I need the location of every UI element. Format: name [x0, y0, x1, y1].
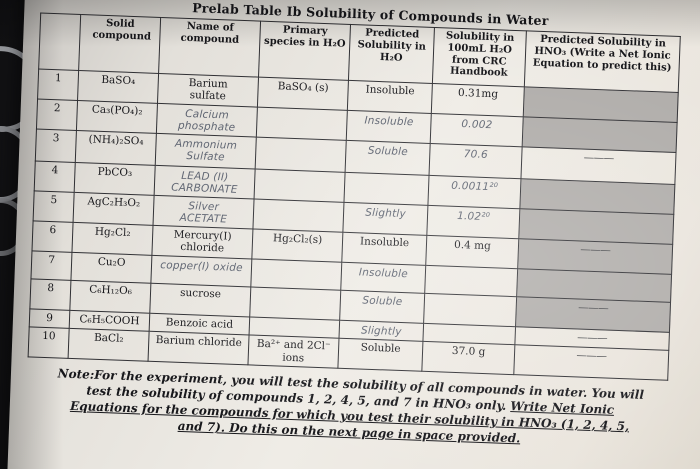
page-content: Prelab Table Ib Solubility of Compounds … — [25, 0, 688, 452]
crc-solubility-cell: 70.6 — [429, 143, 523, 179]
solid-compound-cell: Cu₂O — [70, 252, 152, 284]
crc-solubility-cell — [423, 293, 517, 328]
primary-species-cell — [255, 137, 347, 173]
solid-compound-cell: Hg₂Cl₂ — [71, 222, 153, 256]
column-header-species: Primary species in H₂O — [258, 21, 351, 81]
row-number-cell: 7 — [30, 251, 72, 281]
row-number-cell: 6 — [31, 221, 74, 253]
compound-name-cell: copper(I) oxide — [150, 255, 252, 288]
row-number-cell: 2 — [36, 99, 78, 131]
solid-compound-cell: BaCl₂ — [68, 328, 150, 361]
crc-solubility-cell: 1.02²⁰ — [426, 205, 520, 240]
compound-name-cell: Silver ACETATE — [152, 195, 255, 230]
primary-species-cell — [256, 107, 348, 141]
primary-species-cell — [249, 287, 341, 321]
primary-species-cell: Hg₂Cl₂(s) — [251, 229, 343, 263]
predicted-solubility-cell: Insoluble — [346, 110, 432, 144]
column-header-solid-compound: Solid compound — [78, 14, 161, 74]
predicted-solubility-cell: Slightly — [342, 202, 428, 236]
crc-solubility-cell: 0.002 — [430, 113, 524, 147]
row-number-cell: 10 — [28, 327, 70, 358]
row-number-cell: 8 — [29, 279, 71, 311]
paper-sheet: Prelab Table Ib Solubility of Compounds … — [5, 0, 700, 469]
solid-compound-cell: AgC₂H₃O₂ — [73, 192, 155, 226]
predicted-solubility-cell: Insoluble — [341, 232, 427, 266]
crc-solubility-cell: 0.0011²⁰ — [427, 175, 521, 210]
primary-species-cell: Ba²⁺ and 2Cl⁻ ions — [247, 335, 339, 368]
predicted-solubility-cell: Soluble — [339, 290, 425, 324]
row-number-cell: 4 — [34, 161, 76, 193]
column-header-name: Name of compound — [158, 17, 261, 78]
row-number-cell: 3 — [35, 129, 77, 163]
predicted-solubility-cell — [343, 172, 430, 206]
primary-species-cell — [252, 199, 344, 233]
solid-compound-cell: (NH₄)₂SO₄ — [75, 130, 157, 166]
column-header-crc-solubility: Solubility in 100mL H₂O from CRC Handboo… — [432, 27, 527, 87]
row-number-cell: 5 — [33, 191, 75, 223]
column-header-predicted-solubility: Predicted Solubility in H₂O — [348, 24, 435, 84]
compound-name-cell: LEAD (II) CARBONATE — [154, 165, 256, 200]
solid-compound-cell: C₆H₁₂O₆ — [69, 280, 151, 314]
predicted-solubility-cell: Soluble — [345, 140, 431, 176]
column-header-index — [38, 13, 81, 71]
crc-solubility-cell — [424, 265, 518, 298]
primary-species-cell: BaSO₄ (s) — [257, 77, 349, 111]
compound-name-cell: Barium chloride — [148, 331, 250, 365]
row-number-cell: 9 — [29, 309, 70, 329]
compound-name-cell: Barium sulfate — [157, 73, 259, 108]
predicted-solubility-cell: Soluble — [337, 338, 423, 371]
column-header-hno3-prediction: Predicted Solubility in HNO₃ (Write a Ne… — [524, 30, 681, 93]
compound-name-cell: Calcium phosphate — [156, 103, 258, 138]
compound-name-cell: sucrose — [149, 283, 251, 318]
hno3-prediction-cell: ——— — [513, 345, 669, 380]
primary-species-cell — [250, 259, 342, 291]
crc-solubility-cell: 0.31mg — [431, 83, 525, 117]
predicted-solubility-cell: Insoluble — [340, 262, 426, 294]
note-text: Note:For the experiment, you will test t… — [37, 364, 663, 452]
row-number-cell: 1 — [37, 69, 79, 101]
predicted-solubility-cell: Insoluble — [347, 80, 433, 114]
crc-solubility-cell: 37.0 g — [421, 341, 515, 375]
crc-solubility-cell: 0.4 mg — [425, 235, 519, 270]
prelab-table: Solid compound Name of compound Primary … — [28, 13, 681, 381]
solid-compound-cell: Ca₃(PO₄)₂ — [76, 100, 158, 134]
primary-species-cell — [254, 169, 346, 203]
solid-compound-cell: BaSO₄ — [77, 70, 159, 104]
solid-compound-cell: PbCO₃ — [74, 162, 156, 196]
compound-name-cell: Ammonium Sulfate — [155, 133, 257, 170]
compound-name-cell: Mercury(I) chloride — [151, 225, 253, 260]
